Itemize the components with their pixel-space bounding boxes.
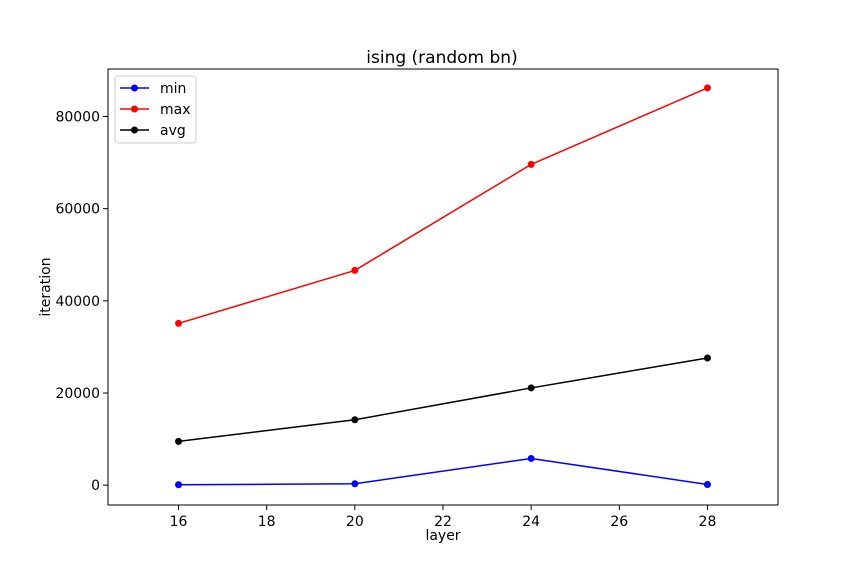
data-point-max <box>703 84 711 92</box>
data-point-avg <box>175 437 183 445</box>
y-tick-label: 0 <box>91 478 100 494</box>
legend-label: min <box>160 81 186 97</box>
x-tick-label: 20 <box>346 514 364 530</box>
y-tick-label: 80000 <box>55 109 100 125</box>
data-point-min <box>351 480 359 488</box>
data-point-avg <box>527 384 535 392</box>
y-tick-label: 20000 <box>55 386 100 402</box>
legend-swatch-marker <box>131 126 138 134</box>
y-tick-label: 40000 <box>55 294 100 310</box>
legend-box <box>114 75 197 144</box>
data-point-avg <box>703 354 711 362</box>
y-tick-label: 60000 <box>55 202 100 218</box>
series-line-max <box>178 87 708 325</box>
legend-label: avg <box>160 123 186 139</box>
x-tick-label: 28 <box>699 514 717 530</box>
legend: min max avg <box>114 75 197 144</box>
x-tick-label: 22 <box>434 514 452 530</box>
legend-label: max <box>160 102 191 118</box>
data-point-max <box>351 266 359 274</box>
y-axis-label: iteration <box>38 257 54 316</box>
plot-frame <box>107 68 779 506</box>
x-axis: 16 18 20 22 24 26 28 <box>170 505 717 530</box>
x-tick-label: 18 <box>258 514 276 530</box>
legend-swatch-marker <box>131 105 138 113</box>
data-point-min <box>175 481 183 489</box>
data-point-max <box>175 319 183 327</box>
y-axis: 0 20000 40000 60000 80000 <box>55 109 108 494</box>
data-point-avg <box>351 416 359 424</box>
series-line-min <box>178 457 708 486</box>
x-tick-label: 24 <box>522 514 540 530</box>
chart-title: ising (random bn) <box>366 48 517 68</box>
data-point-min <box>527 454 535 462</box>
x-tick-label: 26 <box>610 514 628 530</box>
legend-swatch-marker <box>131 84 138 92</box>
data-point-max <box>527 160 535 168</box>
series-line-avg <box>178 357 708 443</box>
x-tick-label: 16 <box>170 514 188 530</box>
plot-content <box>175 84 711 489</box>
x-axis-label: layer <box>425 528 460 544</box>
data-point-min <box>703 480 711 488</box>
